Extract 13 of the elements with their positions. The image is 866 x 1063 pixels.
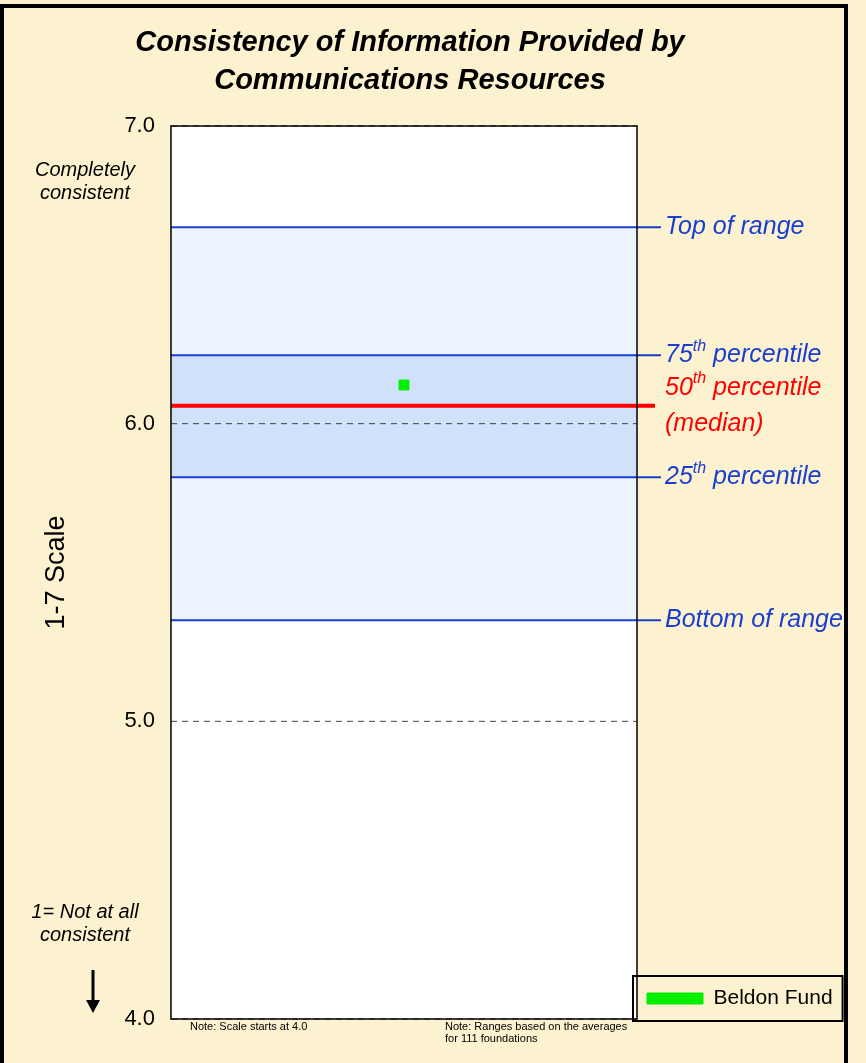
text: Note: Scale starts at 4.0 [190,1020,309,1032]
y-tick-label: 7.0 [124,112,155,138]
text: Completely consistent [33,158,137,204]
y-tick-label: 6.0 [124,409,155,435]
text: Note: Ranges based on the averages for 111 foundations [445,1020,629,1044]
text: 1= Not at all consistent [30,900,140,946]
y-axis-title: 1-7 Scale [39,515,70,630]
y-tick-label: 5.0 [124,707,155,733]
legend-label: Beldon Fund [713,985,833,1009]
ref-line-label: Top of range [665,211,805,240]
y-tick-label: 4.0 [124,1005,155,1031]
ref-line-label: Bottom of range [665,604,843,633]
chart-title: Consistency of Information Provided by Communications Resources [134,24,687,97]
